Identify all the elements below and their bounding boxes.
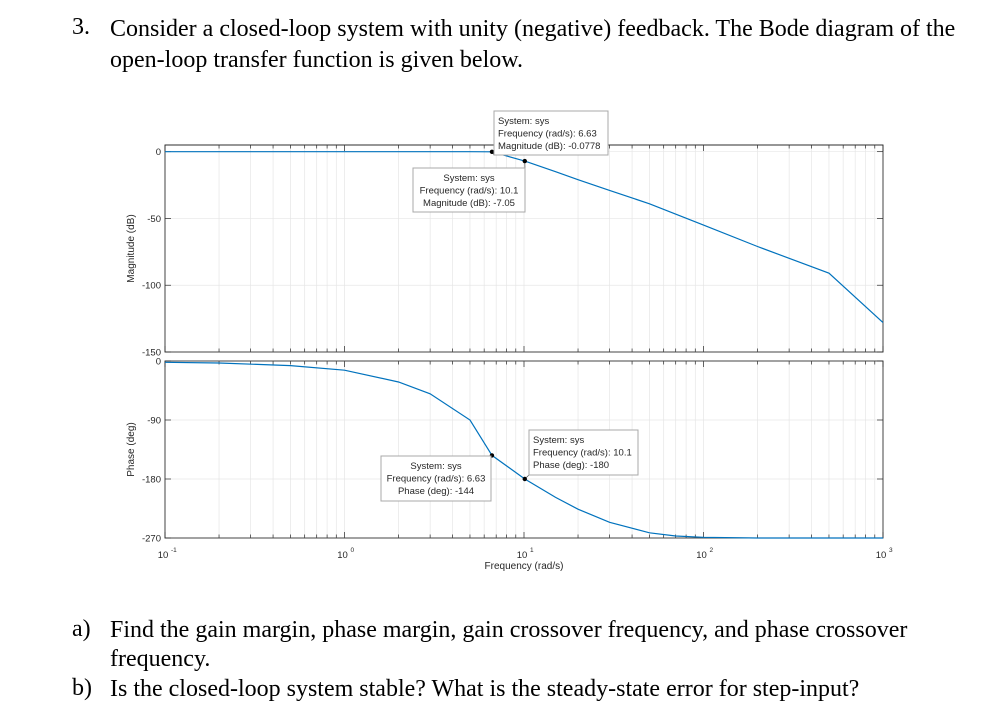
magnitude-y-tick-label: -50 xyxy=(147,214,161,225)
datatip-text: System: sys xyxy=(443,173,494,184)
phase-y-tick-label: -270 xyxy=(142,534,161,545)
magnitude-y-tick-label: -150 xyxy=(142,348,161,359)
phase-y-tick-label: -90 xyxy=(147,416,161,427)
datatip-text: Frequency (rad/s): 10.1 xyxy=(420,186,519,197)
datatip-text: Frequency (rad/s): 6.63 xyxy=(387,474,486,485)
part-a-text: Find the gain margin, phase margin, gain… xyxy=(110,617,908,672)
x-tick-label: 10 xyxy=(696,550,707,561)
datatip-text: Frequency (rad/s): 6.63 xyxy=(498,129,597,140)
phase-y-tick-label: 0 xyxy=(156,357,161,368)
part-b-text: Is the closed-loop system stable? What i… xyxy=(110,676,860,702)
datatip-text: Phase (deg): -180 xyxy=(533,460,609,471)
magnitude-y-tick-label: -100 xyxy=(142,281,161,292)
datatip-marker xyxy=(489,149,495,154)
x-tick-label: 10 xyxy=(158,550,169,561)
x-tick-label: 10 xyxy=(337,550,348,561)
question-text: Consider a closed-loop system with unity… xyxy=(110,16,956,73)
magnitude-series-line xyxy=(165,151,884,324)
datatip-box xyxy=(380,455,492,502)
datatip-text: Magnitude (dB): -7.05 xyxy=(423,198,515,209)
phase-y-tick-label: -180 xyxy=(142,475,161,486)
x-tick-exponent: -1 xyxy=(171,547,177,554)
datatip-box xyxy=(528,429,639,476)
x-tick-exponent: 2 xyxy=(710,547,714,554)
x-tick-exponent: 1 xyxy=(530,547,534,554)
part-b-label: b) xyxy=(72,675,92,701)
x-tick-exponent: 3 xyxy=(889,547,893,554)
phase-series-line xyxy=(164,361,883,539)
datatip-text: Frequency (rad/s): 10.1 xyxy=(533,448,632,459)
datatip-box xyxy=(493,110,609,156)
phase-axes-border xyxy=(164,360,884,539)
datatip-text: Phase (deg): -144 xyxy=(398,486,474,497)
datatip-text: Magnitude (dB): -0.0778 xyxy=(498,141,600,152)
x-tick-label: 10 xyxy=(517,550,528,561)
datatip-marker xyxy=(522,158,527,164)
datatip-text: System: sys xyxy=(498,116,549,127)
magnitude-y-tick-label: 0 xyxy=(156,147,161,158)
x-tick-exponent: 0 xyxy=(351,547,355,554)
question-number: 3. xyxy=(72,14,90,40)
phase-y-axis-label: Phase (deg) xyxy=(126,422,137,476)
datatip-marker xyxy=(522,476,527,482)
magnitude-y-axis-label: Magnitude (dB) xyxy=(126,214,137,282)
datatip-text: System: sys xyxy=(533,435,584,446)
datatip-text: System: sys xyxy=(410,461,461,472)
x-tick-label: 10 xyxy=(876,550,887,561)
part-a-label: a) xyxy=(72,616,91,642)
datatip-box xyxy=(412,167,526,213)
x-axis-label: Frequency (rad/s) xyxy=(485,561,564,572)
